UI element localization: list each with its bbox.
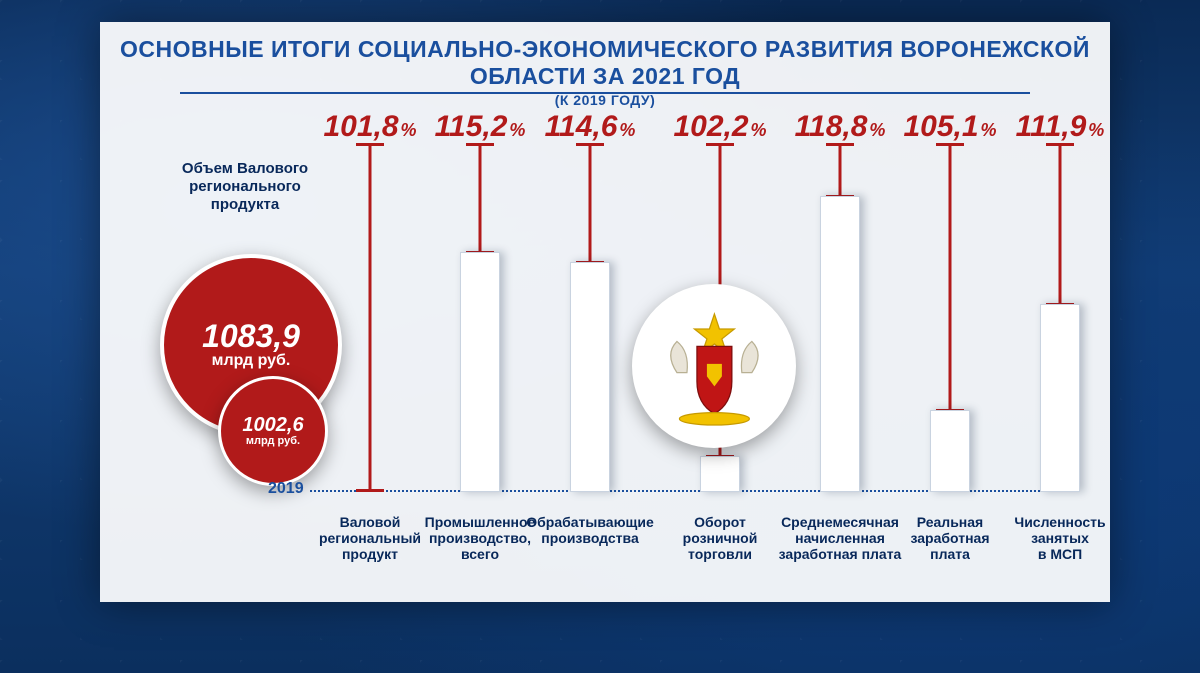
bar: [930, 410, 970, 492]
bar: [460, 252, 500, 492]
column-value: 118,8%: [790, 110, 890, 144]
column-category: Обрабатывающиепроизводства: [520, 514, 660, 546]
chart-column: 114,6%Обрабатывающиепроизводства: [540, 102, 640, 542]
column-value: 105,1%: [900, 110, 1000, 144]
connector-cap: [706, 143, 734, 146]
column-value: 102,2%: [670, 110, 770, 144]
connector-cap: [1046, 143, 1074, 146]
panel: ОСНОВНЫЕ ИТОГИ СОЦИАЛЬНО-ЭКОНОМИЧЕСКОГО …: [100, 22, 1110, 602]
grp-value-2019: 1002,6: [242, 415, 303, 435]
column-value: 101,8%: [320, 110, 420, 144]
bar: [820, 196, 860, 492]
chart-column: 101,8%Валовойрегиональныйпродукт: [320, 102, 420, 542]
page-title: ОСНОВНЫЕ ИТОГИ СОЦИАЛЬНО-ЭКОНОМИЧЕСКОГО …: [100, 36, 1110, 90]
grp-circle-2019: 1002,6 млрд руб.: [218, 376, 328, 486]
stage: ОСНОВНЫЕ ИТОГИ СОЦИАЛЬНО-ЭКОНОМИЧЕСКОГО …: [0, 0, 1200, 673]
grp-unit-2019: млрд руб.: [246, 435, 300, 447]
column-connector: [1059, 144, 1062, 304]
connector-cap: [356, 143, 384, 146]
chart-column: 115,2%Промышленноепроизводство,всего: [430, 102, 530, 542]
column-value: 111,9%: [1010, 110, 1110, 144]
column-connector: [479, 144, 482, 252]
bar: [570, 262, 610, 492]
grp-label: Объем Валовогорегиональногопродукта: [170, 160, 320, 214]
title-block: ОСНОВНЫЕ ИТОГИ СОЦИАЛЬНО-ЭКОНОМИЧЕСКОГО …: [100, 36, 1110, 108]
grp-value-2021: 1083,9: [202, 320, 300, 352]
baseline-label: 2019: [268, 480, 304, 498]
connector-cap: [576, 143, 604, 146]
coat-of-arms-icon: [652, 304, 777, 429]
bar: [1040, 304, 1080, 492]
chart-column: 105,1%Реальнаязаработнаяплата: [900, 102, 1000, 542]
column-value: 114,6%: [540, 110, 640, 144]
chart-area: Объем Валовогорегиональногопродукта 1083…: [100, 102, 1110, 602]
chart-column: 118,8%Среднемесячнаяначисленнаязаработна…: [790, 102, 890, 542]
emblem-circle: [632, 284, 796, 448]
bar: [700, 456, 740, 492]
grp-unit-2021: млрд руб.: [212, 352, 291, 370]
column-connector: [839, 144, 842, 196]
connector-cap: [466, 143, 494, 146]
column-category: Оборотрозничнойторговли: [650, 514, 790, 562]
column-connector: [369, 144, 372, 490]
column-category: Численностьзанятыхв МСП: [990, 514, 1130, 562]
connector-cap: [936, 143, 964, 146]
column-value: 115,2%: [430, 110, 530, 144]
title-rule: [180, 92, 1030, 94]
column-connector: [589, 144, 592, 262]
connector-cap: [826, 143, 854, 146]
column-connector: [949, 144, 952, 410]
connector-cap: [356, 489, 384, 492]
chart-column: 111,9%Численностьзанятыхв МСП: [1010, 102, 1110, 542]
